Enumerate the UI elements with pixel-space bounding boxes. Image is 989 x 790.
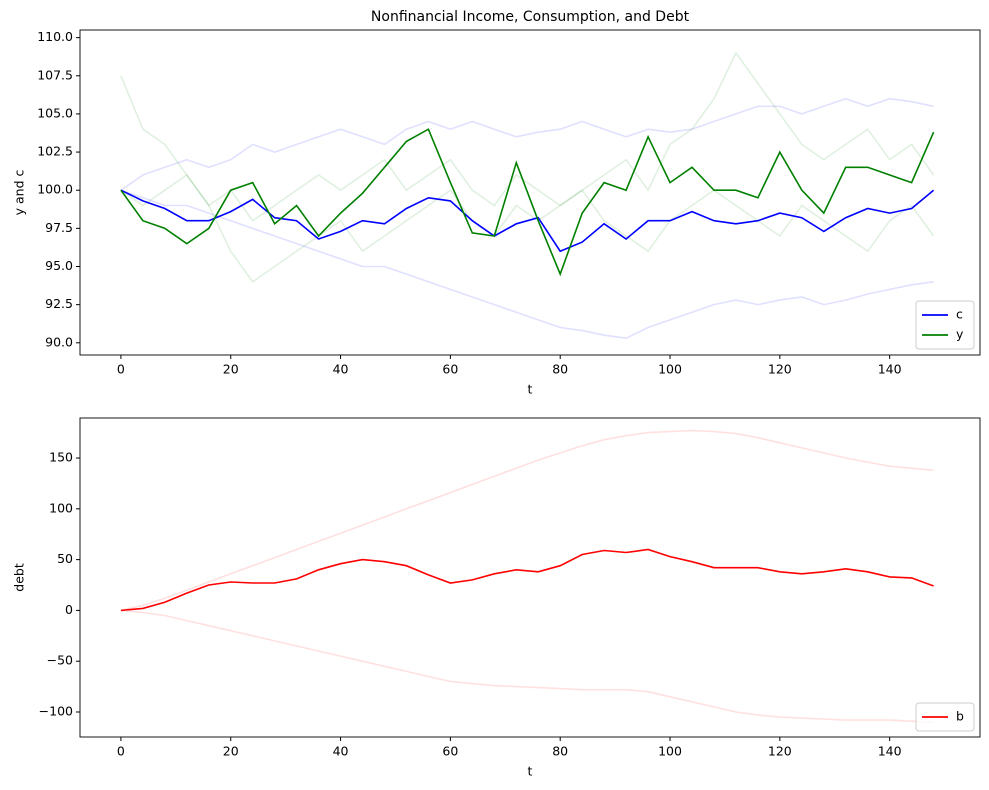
faint-line: [120, 189, 934, 340]
y-tick-label: 100.0: [37, 182, 73, 197]
x-tick-label: 40: [333, 744, 349, 759]
chart-title: Nonfinancial Income, Consumption, and De…: [371, 9, 690, 25]
series-line: [120, 128, 935, 277]
y-tick-label: 50: [57, 551, 73, 566]
legend-label: c: [956, 307, 963, 322]
x-tick-label: 60: [442, 362, 458, 377]
x-tick-label: 60: [442, 744, 458, 759]
axes-frame: [79, 29, 981, 356]
x-tick-label: 80: [552, 362, 568, 377]
x-tick-label: 140: [878, 362, 902, 377]
y-tick-label: 95.0: [45, 258, 73, 273]
x-tick-label: 0: [117, 362, 125, 377]
x-tick-label: 120: [768, 362, 792, 377]
legend-label: b: [956, 709, 964, 724]
y-tick-label: 105.0: [37, 105, 73, 120]
x-tick-label: 40: [333, 362, 349, 377]
y-tick-label: 92.5: [45, 296, 73, 311]
faint-line: [120, 51, 935, 222]
faint-line: [120, 429, 934, 612]
x-axis-label: t: [528, 764, 533, 779]
y-tick-label: 100: [49, 500, 73, 515]
legend-box: [915, 300, 975, 350]
y-tick-label: 102.5: [37, 144, 73, 159]
faint-line: [120, 97, 934, 191]
y-tick-label: 0: [65, 602, 73, 617]
x-tick-label: 120: [768, 744, 792, 759]
x-tick-label: 100: [658, 744, 682, 759]
x-tick-label: 20: [223, 744, 239, 759]
x-axis-label: t: [528, 382, 533, 397]
legend-label: y: [956, 327, 964, 342]
y-tick-label: −100: [39, 704, 73, 719]
series-line: [120, 548, 934, 612]
x-tick-label: 0: [117, 744, 125, 759]
x-tick-label: 20: [223, 362, 239, 377]
y-axis-label: y and c: [12, 170, 27, 216]
series-line: [120, 189, 935, 253]
y-tick-label: 90.0: [45, 334, 73, 349]
y-tick-label: 97.5: [45, 220, 73, 235]
y-tick-label: 150: [49, 450, 73, 465]
y-axis-label: debt: [12, 563, 27, 592]
y-tick-label: −50: [47, 653, 73, 668]
x-tick-label: 80: [552, 744, 568, 759]
axes-frame: [79, 417, 981, 738]
y-tick-label: 110.0: [37, 29, 73, 44]
x-tick-label: 100: [658, 362, 682, 377]
faint-line: [120, 75, 935, 283]
x-tick-label: 140: [878, 744, 902, 759]
faint-line: [120, 609, 934, 723]
y-tick-label: 107.5: [37, 67, 73, 82]
